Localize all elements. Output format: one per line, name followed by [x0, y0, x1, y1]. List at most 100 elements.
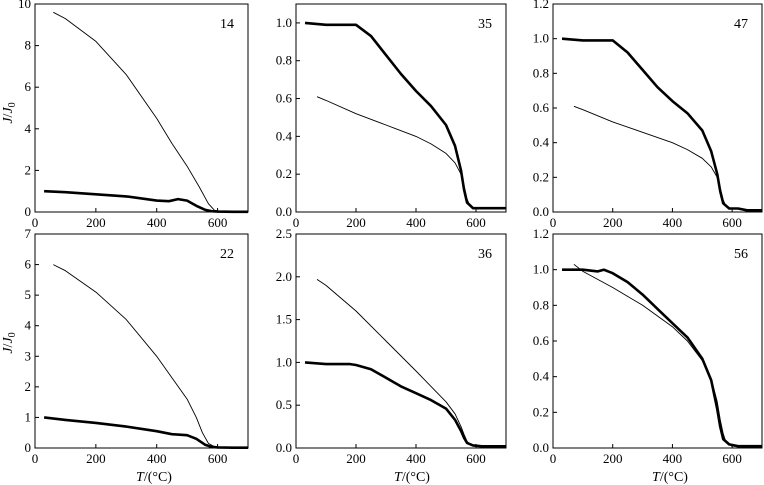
plot-frame	[34, 3, 249, 213]
y-tick-label: 1.2	[533, 226, 549, 241]
y-tick-label: 0.2	[276, 166, 292, 181]
y-tick-label: 1.0	[276, 15, 292, 30]
series-line-thick	[304, 21, 506, 210]
y-tick-label: 3	[25, 348, 32, 363]
y-axis-title-bottom: J/J0	[1, 332, 18, 353]
x-tick-label: 400	[663, 215, 683, 230]
x-axis-title-1: T/(°C)	[136, 470, 172, 485]
y-tick-label: 4	[25, 121, 32, 136]
x-tick-label: 0	[293, 451, 300, 466]
panel-label: 36	[478, 247, 492, 262]
x-tick-label: 200	[86, 451, 106, 466]
y-tick-label: 0	[25, 204, 32, 219]
x-tick-label: 200	[86, 215, 106, 230]
y-tick-label: 1	[25, 409, 32, 424]
y-tick-label: 0.4	[276, 128, 293, 143]
y-tick-label: 0.0	[533, 204, 549, 219]
chart-panel-22: 0 1 2 3 4 5 6 7 0 200 400 600 22	[25, 226, 249, 466]
y-tick-label: 1.0	[533, 31, 549, 46]
x-tick-label: 600	[466, 451, 486, 466]
x-tick-label: 600	[208, 451, 228, 466]
y-tick-label: 2.0	[276, 269, 292, 284]
y-tick-label: 0.6	[533, 333, 550, 348]
y-tick-label: 1.0	[533, 262, 549, 277]
x-tick-label: 600	[722, 215, 742, 230]
y-tick-label: 4	[25, 318, 32, 333]
y-tick-label: 0.2	[533, 404, 549, 419]
y-tick-label: 2	[25, 379, 32, 394]
x-tick-label: 400	[663, 451, 683, 466]
series-line-thin	[573, 263, 762, 447]
y-tick-label: 0.0	[276, 440, 292, 455]
x-tick-label: 0	[32, 215, 39, 230]
ylabel-sep: /	[1, 113, 16, 117]
ylabel-base: J	[1, 117, 16, 124]
plot-frame	[552, 233, 763, 449]
y-tick-label: 0.8	[533, 297, 549, 312]
x-tick-label: 400	[147, 215, 167, 230]
y-tick-label: 10	[18, 0, 31, 11]
x-tick-label: 200	[603, 215, 623, 230]
plot-frame	[295, 233, 507, 449]
y-tick-label: 0.8	[533, 65, 549, 80]
x-axis-title-3: T/(°C)	[652, 470, 688, 485]
y-tick-label: 7	[25, 226, 32, 241]
plot-frame	[552, 3, 763, 213]
y-tick-label: 0	[25, 440, 32, 455]
panel-label: 22	[220, 247, 234, 262]
chart-panel-14: 0 2 4 6 8 10 0 200 400 600 14	[18, 0, 249, 230]
chart-panel-56: 0.0 0.2 0.4 0.6 0.8 1.0 1.2 0 200 400 600 56	[533, 226, 763, 466]
y-tick-label: 0.0	[276, 204, 292, 219]
y-tick-label: 0.4	[533, 369, 550, 384]
series-line-thin	[53, 11, 248, 213]
ylabel-base: J	[1, 347, 16, 354]
y-tick-label: 0.0	[533, 440, 549, 455]
plot-frame	[34, 233, 249, 449]
y-axis-title-top: J/J0	[1, 102, 18, 123]
series-line-thin	[316, 96, 477, 209]
y-tick-label: 2.5	[276, 226, 292, 241]
x-axis-title-2: T/(°C)	[394, 470, 430, 485]
x-tick-label: 200	[346, 451, 366, 466]
ylabel-sub-base: J	[1, 337, 16, 344]
x-tick-label: 600	[466, 215, 486, 230]
chart-panel-47: 0.0 0.2 0.4 0.6 0.8 1.0 1.2 0 200 400 600 47	[533, 0, 763, 230]
y-tick-label: 1.0	[276, 354, 292, 369]
panel-label: 14	[220, 17, 234, 32]
panel-label: 35	[478, 17, 492, 32]
y-tick-label: 6	[25, 79, 32, 94]
y-tick-label: 0.6	[533, 100, 550, 115]
series-line-thin	[53, 264, 248, 449]
y-tick-label: 6	[25, 257, 32, 272]
y-tick-label: 0.8	[276, 53, 292, 68]
x-tick-label: 200	[603, 451, 623, 466]
series-line-thick	[561, 37, 762, 212]
ylabel-sub: 0	[7, 102, 18, 107]
x-tick-label: 600	[722, 451, 742, 466]
x-tick-label: 600	[208, 215, 228, 230]
series-line-thick	[562, 268, 762, 448]
series-line-thin	[316, 279, 506, 448]
x-tick-label: 400	[406, 451, 426, 466]
y-tick-label: 2	[25, 162, 32, 177]
ylabel-sub-base: J	[1, 107, 16, 114]
svg-text:J/J0: J/J0	[1, 332, 18, 353]
panel-label: 56	[734, 247, 748, 262]
y-tick-label: 0.2	[533, 169, 549, 184]
y-tick-label: 1.2	[533, 0, 549, 11]
series-line-thick	[44, 189, 248, 214]
x-tick-label: 0	[550, 215, 557, 230]
x-tick-label: 400	[406, 215, 426, 230]
chart-panel-36: 0.0 0.5 1.0 1.5 2.0 2.5 0 200 400 600 36	[276, 226, 507, 466]
y-tick-label: 5	[25, 287, 32, 302]
y-tick-label: 0.6	[276, 91, 293, 106]
x-tick-label: 0	[293, 215, 300, 230]
y-tick-label: 8	[25, 38, 32, 53]
ylabel-sub: 0	[7, 332, 18, 337]
plot-frame	[295, 3, 507, 213]
chart-panel-35: 0.0 0.2 0.4 0.6 0.8 1.0 0 200 400 600 35	[276, 3, 507, 230]
x-tick-label: 200	[346, 215, 366, 230]
series-line-thick	[304, 361, 506, 448]
